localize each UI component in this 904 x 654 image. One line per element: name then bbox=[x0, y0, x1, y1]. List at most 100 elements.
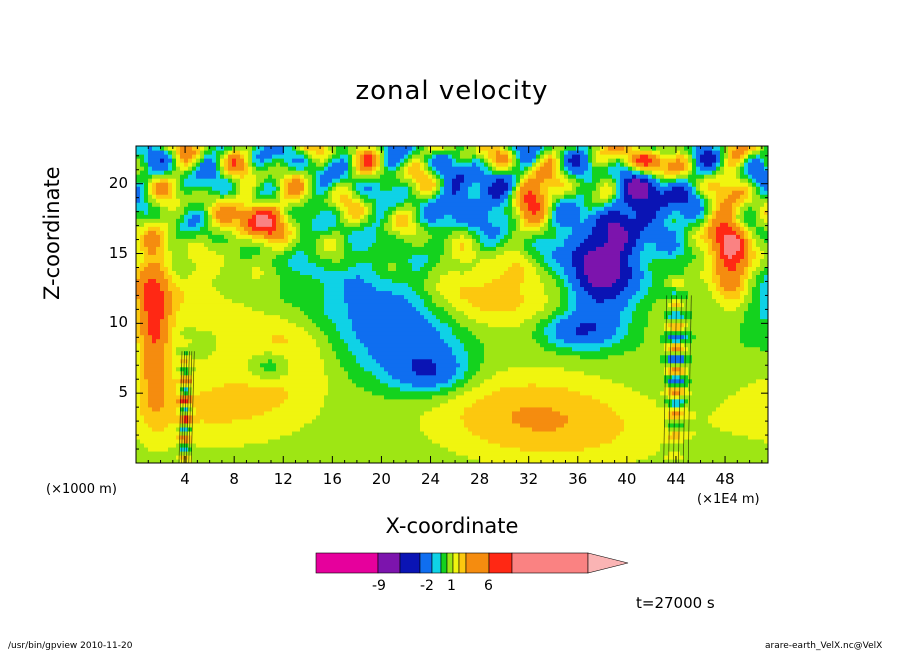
heatmap-cell bbox=[188, 358, 193, 364]
heatmap-cell bbox=[288, 194, 293, 199]
heatmap-cell bbox=[328, 418, 333, 424]
heatmap-cell bbox=[364, 454, 369, 460]
heatmap-cell bbox=[376, 242, 381, 247]
heatmap-cell bbox=[232, 214, 237, 219]
heatmap-cell bbox=[204, 338, 209, 344]
heatmap-cell bbox=[236, 458, 241, 463]
heatmap-cell bbox=[212, 446, 217, 452]
heatmap-cell bbox=[300, 286, 305, 292]
heatmap-cell bbox=[276, 402, 281, 408]
heatmap-cell bbox=[340, 278, 345, 284]
heatmap-cell bbox=[304, 186, 309, 191]
heatmap-cell bbox=[212, 234, 217, 239]
heatmap-cell bbox=[300, 382, 305, 388]
heatmap-cell bbox=[380, 378, 385, 384]
heatmap-cell bbox=[344, 454, 349, 460]
heatmap-cell bbox=[192, 386, 197, 392]
heatmap-cell bbox=[192, 398, 197, 404]
heatmap-cell bbox=[320, 282, 325, 288]
heatmap-cell bbox=[148, 286, 153, 292]
heatmap-cell bbox=[344, 422, 349, 428]
heatmap-cell bbox=[272, 266, 277, 271]
heatmap-cell bbox=[220, 182, 225, 187]
heatmap-cell bbox=[156, 442, 161, 448]
heatmap-cell bbox=[248, 146, 253, 151]
heatmap-cell bbox=[336, 330, 341, 336]
heatmap-cell bbox=[372, 362, 377, 368]
heatmap-cell bbox=[272, 166, 277, 171]
heatmap-cell bbox=[364, 262, 369, 267]
heatmap-cell bbox=[140, 270, 145, 275]
heatmap-cell bbox=[188, 238, 193, 243]
heatmap-cell bbox=[384, 298, 389, 304]
heatmap-cell bbox=[244, 226, 249, 231]
heatmap-cell bbox=[180, 390, 185, 396]
heatmap-cell bbox=[300, 434, 305, 440]
heatmap-cell bbox=[252, 394, 257, 400]
heatmap-cell bbox=[164, 430, 169, 436]
heatmap-cell bbox=[336, 302, 341, 308]
heatmap-cell bbox=[180, 242, 185, 247]
heatmap-cell bbox=[380, 206, 385, 211]
heatmap-cell bbox=[188, 258, 193, 263]
heatmap-cell bbox=[260, 258, 265, 263]
heatmap-cell bbox=[288, 362, 293, 368]
heatmap-cell bbox=[272, 414, 277, 420]
heatmap-cell bbox=[268, 210, 273, 215]
heatmap-cell bbox=[144, 402, 149, 408]
heatmap-cell bbox=[148, 230, 153, 235]
heatmap-cell bbox=[320, 410, 325, 416]
heatmap-cell bbox=[220, 278, 225, 284]
heatmap-cell bbox=[144, 258, 149, 263]
heatmap-cell bbox=[140, 186, 145, 191]
heatmap-cell bbox=[188, 338, 193, 344]
heatmap-cell bbox=[304, 294, 309, 300]
heatmap-cell bbox=[248, 182, 253, 187]
heatmap-cell bbox=[184, 186, 189, 191]
heatmap-cell bbox=[296, 338, 301, 344]
heatmap-cell bbox=[384, 338, 389, 344]
heatmap-cell bbox=[324, 254, 329, 259]
heatmap-cell bbox=[380, 154, 385, 159]
heatmap-cell bbox=[320, 354, 325, 360]
heatmap-cell bbox=[240, 446, 245, 452]
heatmap-cell bbox=[192, 250, 197, 255]
heatmap-cell bbox=[332, 198, 337, 203]
heatmap-cell bbox=[260, 202, 265, 207]
heatmap-cell bbox=[140, 350, 145, 356]
heatmap-cell bbox=[228, 454, 233, 460]
heatmap-cell bbox=[320, 414, 325, 420]
heatmap-cell bbox=[160, 166, 165, 171]
heatmap-cell bbox=[176, 218, 181, 223]
heatmap-cell bbox=[244, 370, 249, 376]
heatmap-cell bbox=[292, 274, 297, 280]
heatmap-cell bbox=[364, 222, 369, 227]
heatmap-cell bbox=[328, 146, 333, 151]
heatmap-cell bbox=[344, 238, 349, 243]
heatmap-cell bbox=[328, 386, 333, 392]
heatmap-cell bbox=[352, 146, 357, 151]
heatmap-cell bbox=[312, 290, 317, 296]
heatmap-cell bbox=[264, 206, 269, 211]
heatmap-cell bbox=[164, 294, 169, 300]
heatmap-cell bbox=[348, 210, 353, 215]
heatmap-cell bbox=[252, 246, 257, 251]
heatmap-cell bbox=[156, 302, 161, 308]
heatmap-cell bbox=[148, 150, 153, 155]
heatmap-cell bbox=[148, 234, 153, 239]
heatmap-cell bbox=[344, 302, 349, 308]
heatmap-cell bbox=[152, 274, 157, 280]
heatmap-cell bbox=[188, 450, 193, 456]
heatmap-cell bbox=[220, 398, 225, 404]
heatmap-cell bbox=[316, 222, 321, 227]
heatmap-cell bbox=[148, 354, 153, 360]
heatmap-cell bbox=[348, 242, 353, 247]
heatmap-cell bbox=[184, 346, 189, 352]
heatmap-cell bbox=[280, 170, 285, 175]
heatmap-cell bbox=[268, 438, 273, 444]
heatmap-cell bbox=[204, 414, 209, 420]
heatmap-cell bbox=[180, 246, 185, 251]
heatmap-cell bbox=[368, 150, 373, 155]
heatmap-cell bbox=[160, 398, 165, 404]
heatmap-cell bbox=[368, 334, 373, 340]
